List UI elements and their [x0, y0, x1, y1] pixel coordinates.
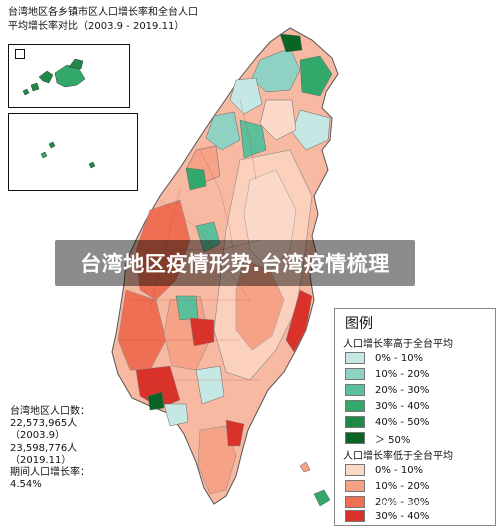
legend-item-low-3: 20% - 30%	[345, 495, 429, 509]
swatch	[345, 464, 365, 476]
inset-matsu	[8, 113, 138, 191]
legend-item-high-5: 40% - 50%	[345, 415, 429, 429]
legend-heading-low: 人口增长率低于全台平均	[343, 451, 453, 462]
inset-marker	[15, 49, 25, 59]
legend-item-high-3: 20% - 30%	[345, 383, 429, 397]
map-title: 台湾地区各乡镇市区人口增长率和全台人口 平均增长率对比（2003.9 - 201…	[8, 6, 278, 34]
swatch	[345, 496, 365, 508]
legend-item-low-4: 30% - 40%	[345, 509, 429, 523]
swatch	[345, 368, 365, 380]
banner-text: 台湾地区疫情形势.台湾疫情梳理	[80, 252, 390, 276]
overlay-banner: 台湾地区疫情形势.台湾疫情梳理	[55, 240, 415, 286]
inset-penghu	[8, 44, 130, 108]
legend-item-low-2: 10% - 20%	[345, 479, 429, 493]
legend-title: 图例	[345, 316, 373, 332]
legend-item-high-1: 0% - 10%	[345, 351, 423, 365]
stats-line-1: 台湾地区人口数：	[10, 406, 90, 417]
legend-heading-high: 人口增长率高于全台平均	[343, 339, 453, 350]
legend-item-high-2: 10% - 20%	[345, 367, 429, 381]
swatch	[345, 510, 365, 522]
stats-line-7: 4.54%	[10, 479, 42, 491]
legend-item-low-1: 0% - 10%	[345, 463, 423, 477]
swatch	[345, 416, 365, 428]
swatch	[345, 352, 365, 364]
map-title-line2: 平均增长率对比（2003.9 - 2019.11）	[8, 21, 185, 32]
watermark: 知乎 @Starlight	[380, 499, 464, 512]
stats-line-2: 22,573,965人	[10, 418, 78, 430]
stats-line-6: 期间人口增长率：	[10, 467, 90, 479]
swatch	[345, 384, 365, 396]
swatch	[345, 480, 365, 492]
legend-item-high-4: 30% - 40%	[345, 399, 429, 413]
district-borders	[120, 99, 261, 381]
map-title-line1: 台湾地区各乡镇市区人口增长率和全台人口	[8, 7, 198, 18]
swatch	[345, 432, 365, 444]
stats-line-5: （2019.11）	[10, 454, 72, 466]
inset-matsu-islands	[40, 141, 96, 169]
stats-line-4: 23,598,776人	[10, 442, 78, 454]
inset-penghu-islands	[22, 58, 86, 96]
stats-line-3: （2003.9）	[10, 430, 65, 442]
population-stats: 台湾地区人口数： 22,573,965人 （2003.9） 23,598,776…	[10, 406, 150, 491]
legend: 图例 人口增长率高于全台平均 0% - 10% 10% - 20% 20% - …	[334, 308, 496, 526]
swatch	[345, 400, 365, 412]
legend-item-high-6: ＞ 50%	[345, 431, 410, 446]
